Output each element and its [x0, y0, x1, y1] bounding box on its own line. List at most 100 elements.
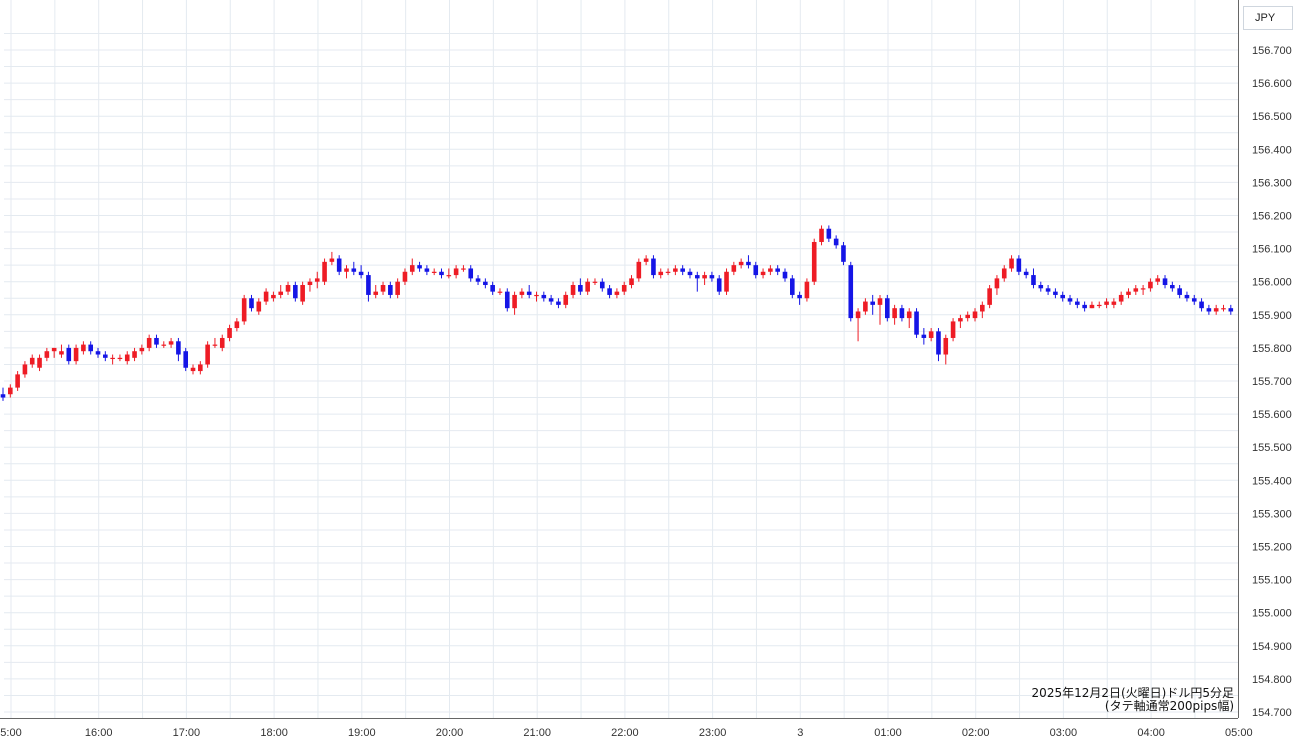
candle-body [139, 347, 145, 352]
candle [1016, 255, 1022, 276]
candle-body [665, 271, 671, 273]
candle [716, 275, 722, 295]
candle-body [22, 364, 28, 375]
candle [855, 308, 861, 342]
candle-body [1155, 278, 1161, 282]
x-tick-label: 19:00 [348, 727, 376, 739]
candle-body [358, 271, 364, 276]
candle-body [1140, 288, 1146, 290]
candle-body [760, 271, 766, 276]
candle-body [972, 311, 978, 319]
candle [833, 235, 839, 249]
candle [409, 258, 415, 276]
candle-body [658, 271, 664, 276]
candle-body [8, 387, 13, 395]
candle [1191, 294, 1197, 305]
candle [526, 285, 532, 299]
x-tick-label: 5:00 [0, 727, 21, 739]
y-tick-label: 155.400 [1252, 475, 1292, 487]
candle [431, 268, 437, 276]
candle [1075, 298, 1080, 309]
candle [519, 288, 525, 299]
x-tick-label: 04:00 [1137, 727, 1165, 739]
candle-body [855, 311, 861, 319]
candle-body [1023, 271, 1029, 276]
y-tick-label: 155.900 [1252, 310, 1292, 322]
candle [1148, 278, 1153, 292]
candle-body [1096, 304, 1102, 307]
candle [176, 337, 181, 362]
candle-body [117, 357, 123, 360]
candle-body [541, 294, 547, 299]
candle-body [906, 311, 912, 319]
candle-body [592, 281, 598, 283]
candle-body [66, 347, 72, 362]
annotation-line-2: (タテ軸通常200pips幅) [1104, 699, 1234, 713]
x-tick-label: 23:00 [699, 727, 727, 739]
candle-body [395, 281, 400, 295]
candle [497, 288, 503, 295]
candle [314, 271, 320, 289]
candle-body [307, 281, 313, 286]
candle [227, 324, 232, 342]
candle-body [797, 294, 802, 299]
y-tick-label: 155.200 [1252, 542, 1292, 554]
candle-body [563, 294, 569, 305]
candle-body [599, 281, 605, 289]
candle [760, 268, 766, 279]
candle-body [1184, 294, 1190, 299]
candle-body [475, 278, 481, 282]
candle-body [753, 265, 759, 276]
y-tick-label: 155.100 [1252, 575, 1292, 587]
y-tick-label: 155.500 [1252, 442, 1292, 454]
candle [161, 341, 167, 348]
candle [249, 294, 254, 312]
candle [1170, 281, 1175, 292]
candle [380, 281, 386, 295]
candle [738, 258, 744, 269]
candle-body [322, 261, 327, 282]
candle-body [548, 298, 554, 302]
candle [980, 301, 985, 319]
candle [1199, 298, 1204, 312]
candle-body [731, 265, 737, 272]
candle-body [366, 275, 371, 295]
y-tick-label: 155.800 [1252, 343, 1292, 355]
candle-body [1191, 298, 1197, 302]
y-tick-label: 156.300 [1252, 177, 1292, 189]
candle-body [1126, 291, 1131, 295]
candle-body [936, 331, 941, 355]
candle-body [724, 271, 729, 292]
candle-body [746, 261, 751, 266]
candle [1206, 304, 1212, 315]
y-tick-label: 156.400 [1252, 144, 1292, 156]
candle-body [1045, 288, 1051, 292]
candle-body [256, 301, 262, 312]
candle-body [519, 291, 525, 295]
candle [154, 334, 159, 348]
candle-body [293, 285, 298, 299]
candle-body [1118, 294, 1124, 302]
candle-body [1089, 304, 1095, 309]
candle [753, 261, 759, 279]
candle [490, 281, 495, 295]
candle [651, 255, 656, 279]
candle-body [168, 341, 174, 345]
candle-body [1031, 275, 1036, 286]
candle-body [526, 291, 532, 295]
x-tick-label: 20:00 [436, 727, 464, 739]
candle [110, 354, 115, 365]
candle [811, 238, 817, 286]
candle [1031, 268, 1036, 289]
y-tick-label: 156.000 [1252, 277, 1292, 289]
candle [885, 294, 890, 322]
candle [994, 275, 1000, 295]
y-tick-label: 154.800 [1252, 674, 1292, 686]
candle-body [88, 344, 93, 352]
currency-label[interactable]: JPY [1243, 6, 1293, 30]
candle-body [643, 258, 649, 262]
candle-body [1213, 308, 1219, 312]
candle [1060, 291, 1066, 302]
